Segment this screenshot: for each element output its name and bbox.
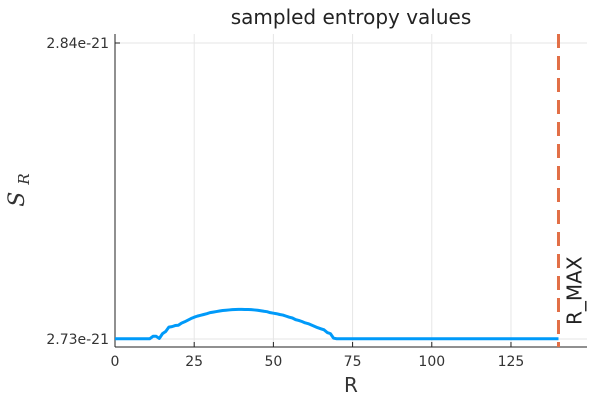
x-axis-label: R [344,373,358,397]
x-tick-label: 75 [344,354,362,370]
y-axis-label-subscript: R [15,173,33,185]
x-tick-label: 25 [185,354,203,370]
series-line-entropy [115,307,559,341]
y-tick-label: 2.84e-21 [46,36,109,52]
r-max-annotation: R_MAX [562,256,586,325]
y-axis-label-main: S [5,192,30,207]
x-tick-label: 125 [498,354,525,370]
grid-lines [115,34,587,347]
y-axis-label: S R [5,173,33,206]
axis-ticks: 0 25 50 75 100 125 2.73e-21 2.84e-21 [46,36,524,370]
chart-title: sampled entropy values [231,5,472,29]
x-tick-label: 100 [418,354,445,370]
x-tick-label: 50 [264,354,282,370]
x-tick-label: 0 [111,354,120,370]
y-tick-label: 2.73e-21 [46,332,109,348]
